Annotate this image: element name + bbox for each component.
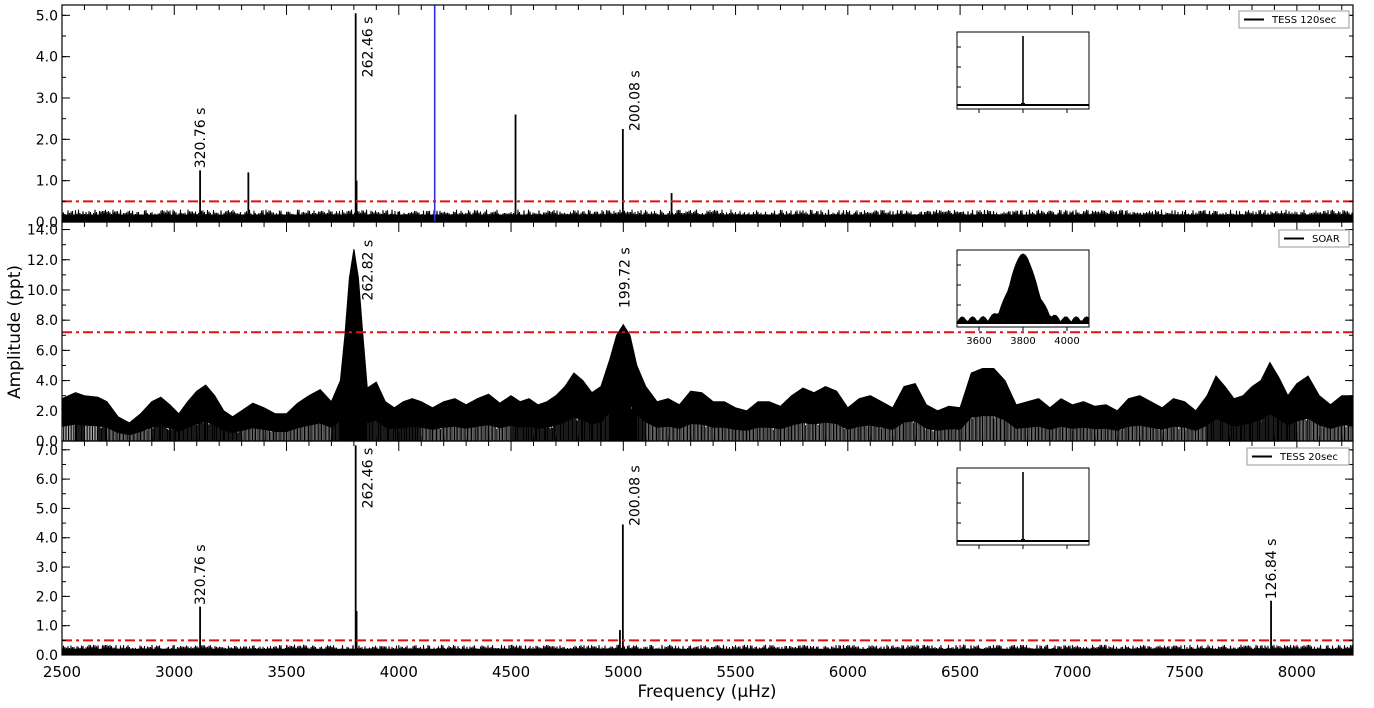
panel-soar: 0.0 2.0 4.0 6.0 8.0 10.0 12.0 14.0 262.82 s 199.7…: [27, 221, 1354, 450]
inset-xtick-label: 4000: [1054, 336, 1079, 347]
peak-annotation: 320.76 s: [193, 544, 209, 605]
noise-floor-tess20: [62, 644, 1353, 655]
peak-annotation: 126.84 s: [1264, 539, 1280, 600]
noise-floor-tess120: [62, 209, 1353, 222]
xtick-label: 6000: [829, 663, 867, 681]
plot-area-tess120: [62, 5, 1353, 222]
ytick-label: 8.0: [36, 313, 58, 329]
legend-tess20: TESS 20sec: [1246, 447, 1350, 466]
ytick-label: 2.0: [36, 132, 58, 148]
ytick-label: 7.0: [36, 443, 58, 459]
xtick-label: 7500: [1166, 663, 1204, 681]
peak-annotation: 199.72 s: [617, 247, 633, 308]
panel-frame-tess120: [61, 4, 1354, 223]
legend-label: SOAR: [1312, 234, 1340, 245]
ytick-label: 2.0: [36, 404, 58, 420]
legend-label: TESS 20sec: [1279, 452, 1338, 463]
peak-annotation: 262.46 s: [360, 17, 376, 78]
ytick-label: 4.0: [36, 50, 58, 66]
legend-tess120: TESS 120sec: [1238, 10, 1350, 29]
peak-annotation: 200.08 s: [628, 465, 644, 526]
y-axis-label: Amplitude (ppt): [5, 265, 25, 399]
soar-hatch: [62, 270, 1353, 441]
plot-area-tess20: [62, 445, 1353, 655]
ytick-label: 6.0: [36, 472, 58, 488]
legend-soar: SOAR: [1278, 229, 1350, 248]
xtick-label: 6500: [941, 663, 979, 681]
legend-box: [1246, 447, 1350, 466]
panels-group: 0.0 1.0 2.0 3.0 4.0 5.0 320.76 s 262.46 s 200.08…: [27, 4, 1354, 681]
xtick-label: 4500: [492, 663, 530, 681]
ytick-label: 0.0: [36, 648, 58, 664]
xtick-label: 5000: [604, 663, 642, 681]
xtick-label: 5500: [716, 663, 754, 681]
panel-tess120: 0.0 1.0 2.0 3.0 4.0 5.0 320.76 s 262.46 s 200.08…: [36, 4, 1354, 231]
peak-annotation: 262.46 s: [360, 448, 376, 509]
legend-box: [1238, 10, 1350, 29]
xtick-label: 4000: [380, 663, 418, 681]
xtick-label: 3000: [155, 663, 193, 681]
panel-frame-tess20: [61, 440, 1354, 656]
inset-xtick-label: 3600: [966, 336, 991, 347]
xtick-label: 2500: [43, 663, 81, 681]
ytick-label: 6.0: [36, 343, 58, 359]
ytick-label: 14.0: [27, 223, 58, 239]
inset-xtick-label: 3800: [1010, 336, 1035, 347]
ytick-label: 4.0: [36, 374, 58, 390]
xtick-label: 7000: [1053, 663, 1091, 681]
plot-area-soar: [62, 249, 1353, 441]
noise-band-tess120: [62, 214, 1353, 222]
x-axis-ticks: 2500 3000 3500 4000 4500 5000 5500 6000 6500 7000…: [43, 663, 1316, 681]
inset-envelope: [956, 253, 1090, 324]
peak-annotation: 262.82 s: [360, 240, 376, 301]
ytick-label: 1.0: [36, 619, 58, 635]
ytick-label: 0.0: [36, 434, 58, 450]
panel-tess20: 0.0 1.0 2.0 3.0 4.0 5.0 6.0 7.0 320.76 s 262.46 s…: [36, 440, 1354, 664]
ytick-label: 0.0: [36, 215, 58, 231]
ytick-label: 12.0: [27, 253, 58, 269]
ytick-label: 3.0: [36, 560, 58, 576]
legend-label: TESS 120sec: [1271, 15, 1336, 26]
ytick-label: 3.0: [36, 91, 58, 107]
ytick-label: 4.0: [36, 531, 58, 547]
ytick-label: 2.0: [36, 589, 58, 605]
ytick-label: 5.0: [36, 8, 58, 24]
ytick-label: 1.0: [36, 174, 58, 190]
legend-box: [1278, 229, 1350, 248]
ytick-label: 5.0: [36, 501, 58, 517]
noise-band-tess20: [62, 648, 1353, 655]
xtick-label: 3500: [267, 663, 305, 681]
inset-soar: 3600 3800 4000: [956, 249, 1090, 347]
peak-annotation: 200.08 s: [628, 70, 644, 131]
inset-tess120: [956, 31, 1090, 113]
ytick-label: 10.0: [27, 283, 58, 299]
inset-tess20: [956, 467, 1090, 549]
x-axis-label: Frequency (μHz): [637, 682, 776, 702]
xtick-label: 8000: [1278, 663, 1316, 681]
peak-annotation: 320.76 s: [193, 108, 209, 169]
